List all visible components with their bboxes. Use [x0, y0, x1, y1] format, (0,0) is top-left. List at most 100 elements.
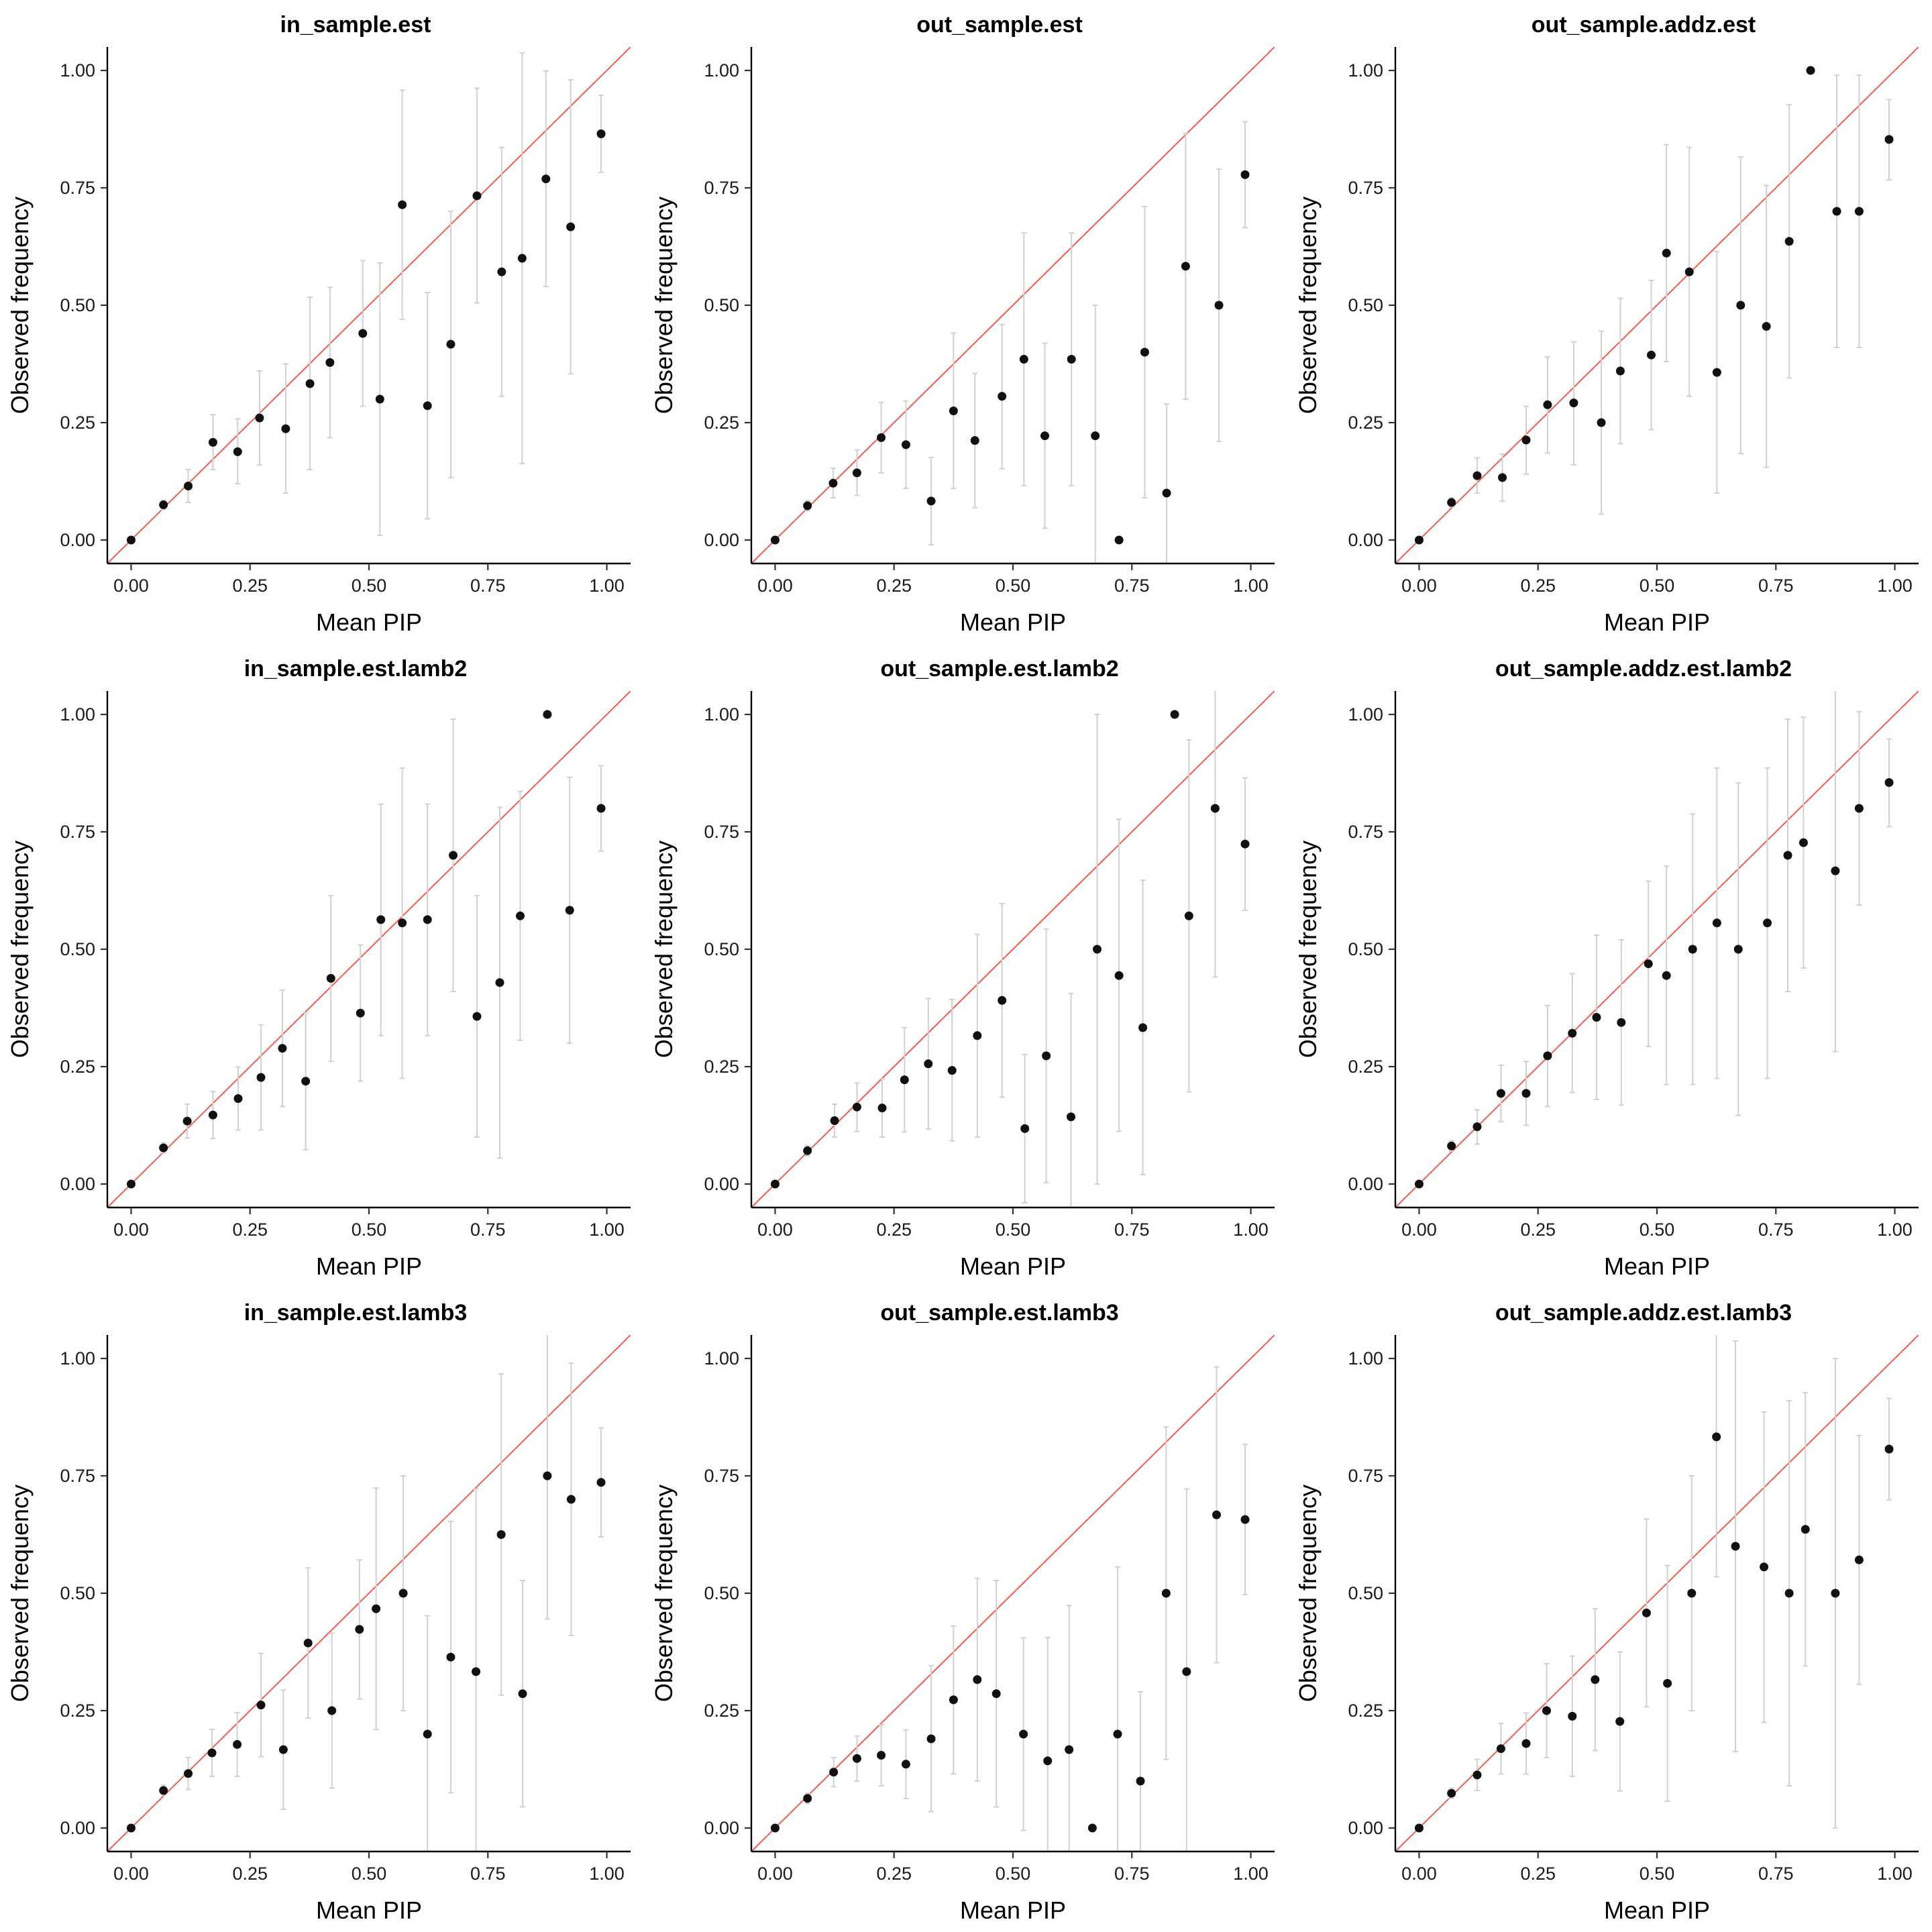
x-tick-label: 0.25	[876, 576, 912, 596]
reference-line	[107, 691, 631, 1208]
data-point	[376, 915, 386, 924]
y-axis-label: Observed frequency	[1294, 1485, 1322, 1702]
data-point	[1642, 1608, 1651, 1617]
data-point	[1114, 971, 1124, 980]
y-tick-label: 1.00	[60, 704, 95, 724]
data-point	[1568, 1711, 1577, 1721]
x-tick-label: 0.50	[1640, 576, 1675, 596]
x-tick-label: 0.50	[996, 1864, 1031, 1884]
data-point	[924, 1059, 933, 1069]
data-point	[1783, 851, 1792, 860]
x-tick-label: 0.25	[876, 1220, 912, 1240]
data-point	[1414, 1179, 1424, 1189]
data-point	[1184, 911, 1193, 920]
chart-panel: out_sample.addz.est.lamb3 0.00 0.00 0.25 0.2…	[1294, 1300, 1919, 1924]
data-point	[1042, 1051, 1051, 1061]
y-tick-label: 0.00	[704, 1174, 739, 1194]
data-point	[877, 1104, 887, 1113]
data-point	[256, 1073, 266, 1082]
y-tick-label: 0.00	[704, 530, 739, 550]
x-tick-label: 0.75	[470, 1864, 506, 1884]
data-point	[1447, 1141, 1456, 1150]
y-axis-label: Observed frequency	[1294, 841, 1322, 1058]
data-point	[1447, 498, 1456, 507]
data-point	[518, 1689, 527, 1699]
x-tick-label: 0.75	[470, 1220, 506, 1240]
data-point	[1182, 1667, 1191, 1676]
data-point	[1019, 355, 1028, 364]
data-point	[1832, 207, 1841, 216]
x-tick-label: 0.75	[1114, 1220, 1150, 1240]
chart-panel: in_sample.est 0.00 0.00 0.25 0.25 0.50 0.50 0.7…	[6, 12, 631, 636]
data-point	[446, 1652, 455, 1662]
data-point	[1067, 355, 1076, 364]
data-point	[1019, 1729, 1028, 1739]
data-point	[1733, 945, 1743, 954]
data-point	[1597, 418, 1606, 427]
x-tick-label: 1.00	[1877, 1864, 1913, 1884]
x-tick-label: 0.00	[757, 1220, 793, 1240]
data-point	[126, 1823, 136, 1833]
y-tick-label: 0.75	[60, 178, 95, 198]
x-tick-label: 0.50	[352, 576, 387, 596]
reference-line	[107, 1335, 631, 1851]
data-point	[1472, 471, 1482, 480]
data-point	[852, 468, 861, 478]
data-point	[949, 1695, 958, 1705]
x-tick-label: 0.25	[232, 576, 268, 596]
data-point	[159, 500, 168, 509]
x-axis-label: Mean PIP	[1604, 1896, 1710, 1924]
y-tick-label: 1.00	[704, 60, 739, 80]
reference-line	[1395, 47, 1919, 564]
data-point	[541, 174, 551, 184]
y-axis-label: Observed frequency	[1294, 197, 1322, 414]
data-point	[877, 1751, 886, 1760]
data-point	[1043, 1756, 1053, 1766]
data-point	[1736, 301, 1746, 310]
y-tick-label: 0.75	[704, 178, 739, 198]
data-point	[356, 1008, 365, 1018]
data-point	[543, 710, 552, 719]
data-point	[1521, 1739, 1531, 1748]
panel-title: out_sample.addz.est	[1532, 12, 1756, 38]
data-point	[1521, 1089, 1531, 1098]
data-point	[566, 1495, 576, 1504]
x-tick-label: 0.50	[1640, 1864, 1675, 1884]
panel-title: in_sample.est.lamb3	[244, 1300, 468, 1326]
data-point	[372, 1604, 381, 1613]
x-axis-label: Mean PIP	[960, 608, 1066, 636]
y-tick-label: 1.00	[60, 1348, 95, 1368]
data-point	[1091, 431, 1100, 441]
panel-title: out_sample.addz.est.lamb2	[1495, 656, 1792, 682]
y-tick-label: 0.75	[60, 1466, 95, 1486]
x-tick-label: 0.75	[1758, 576, 1794, 596]
y-tick-label: 0.75	[1348, 1466, 1383, 1486]
data-point	[495, 978, 504, 987]
data-point	[472, 1667, 481, 1676]
data-point	[1472, 1122, 1482, 1132]
y-tick-label: 0.50	[1348, 939, 1383, 959]
x-tick-label: 1.00	[1877, 1220, 1913, 1240]
data-point	[423, 915, 432, 924]
x-tick-label: 1.00	[589, 1864, 625, 1884]
reference-line	[107, 47, 631, 564]
data-point	[1712, 918, 1721, 928]
data-point	[1801, 1525, 1810, 1534]
data-point	[1806, 66, 1815, 75]
data-point	[1831, 866, 1840, 875]
data-point	[233, 447, 242, 456]
error-bar	[1164, 403, 1170, 564]
data-point	[877, 433, 886, 442]
data-point	[1114, 535, 1124, 545]
data-point	[1831, 1589, 1840, 1598]
data-point	[543, 1471, 552, 1481]
x-tick-label: 0.75	[1114, 1864, 1150, 1884]
data-point	[1040, 431, 1050, 441]
x-axis-label: Mean PIP	[316, 1252, 422, 1280]
x-axis-label: Mean PIP	[316, 1896, 422, 1924]
y-tick-label: 0.50	[704, 1583, 739, 1603]
data-point	[770, 1823, 780, 1833]
data-point	[1496, 1089, 1505, 1098]
x-tick-label: 0.00	[757, 576, 793, 596]
